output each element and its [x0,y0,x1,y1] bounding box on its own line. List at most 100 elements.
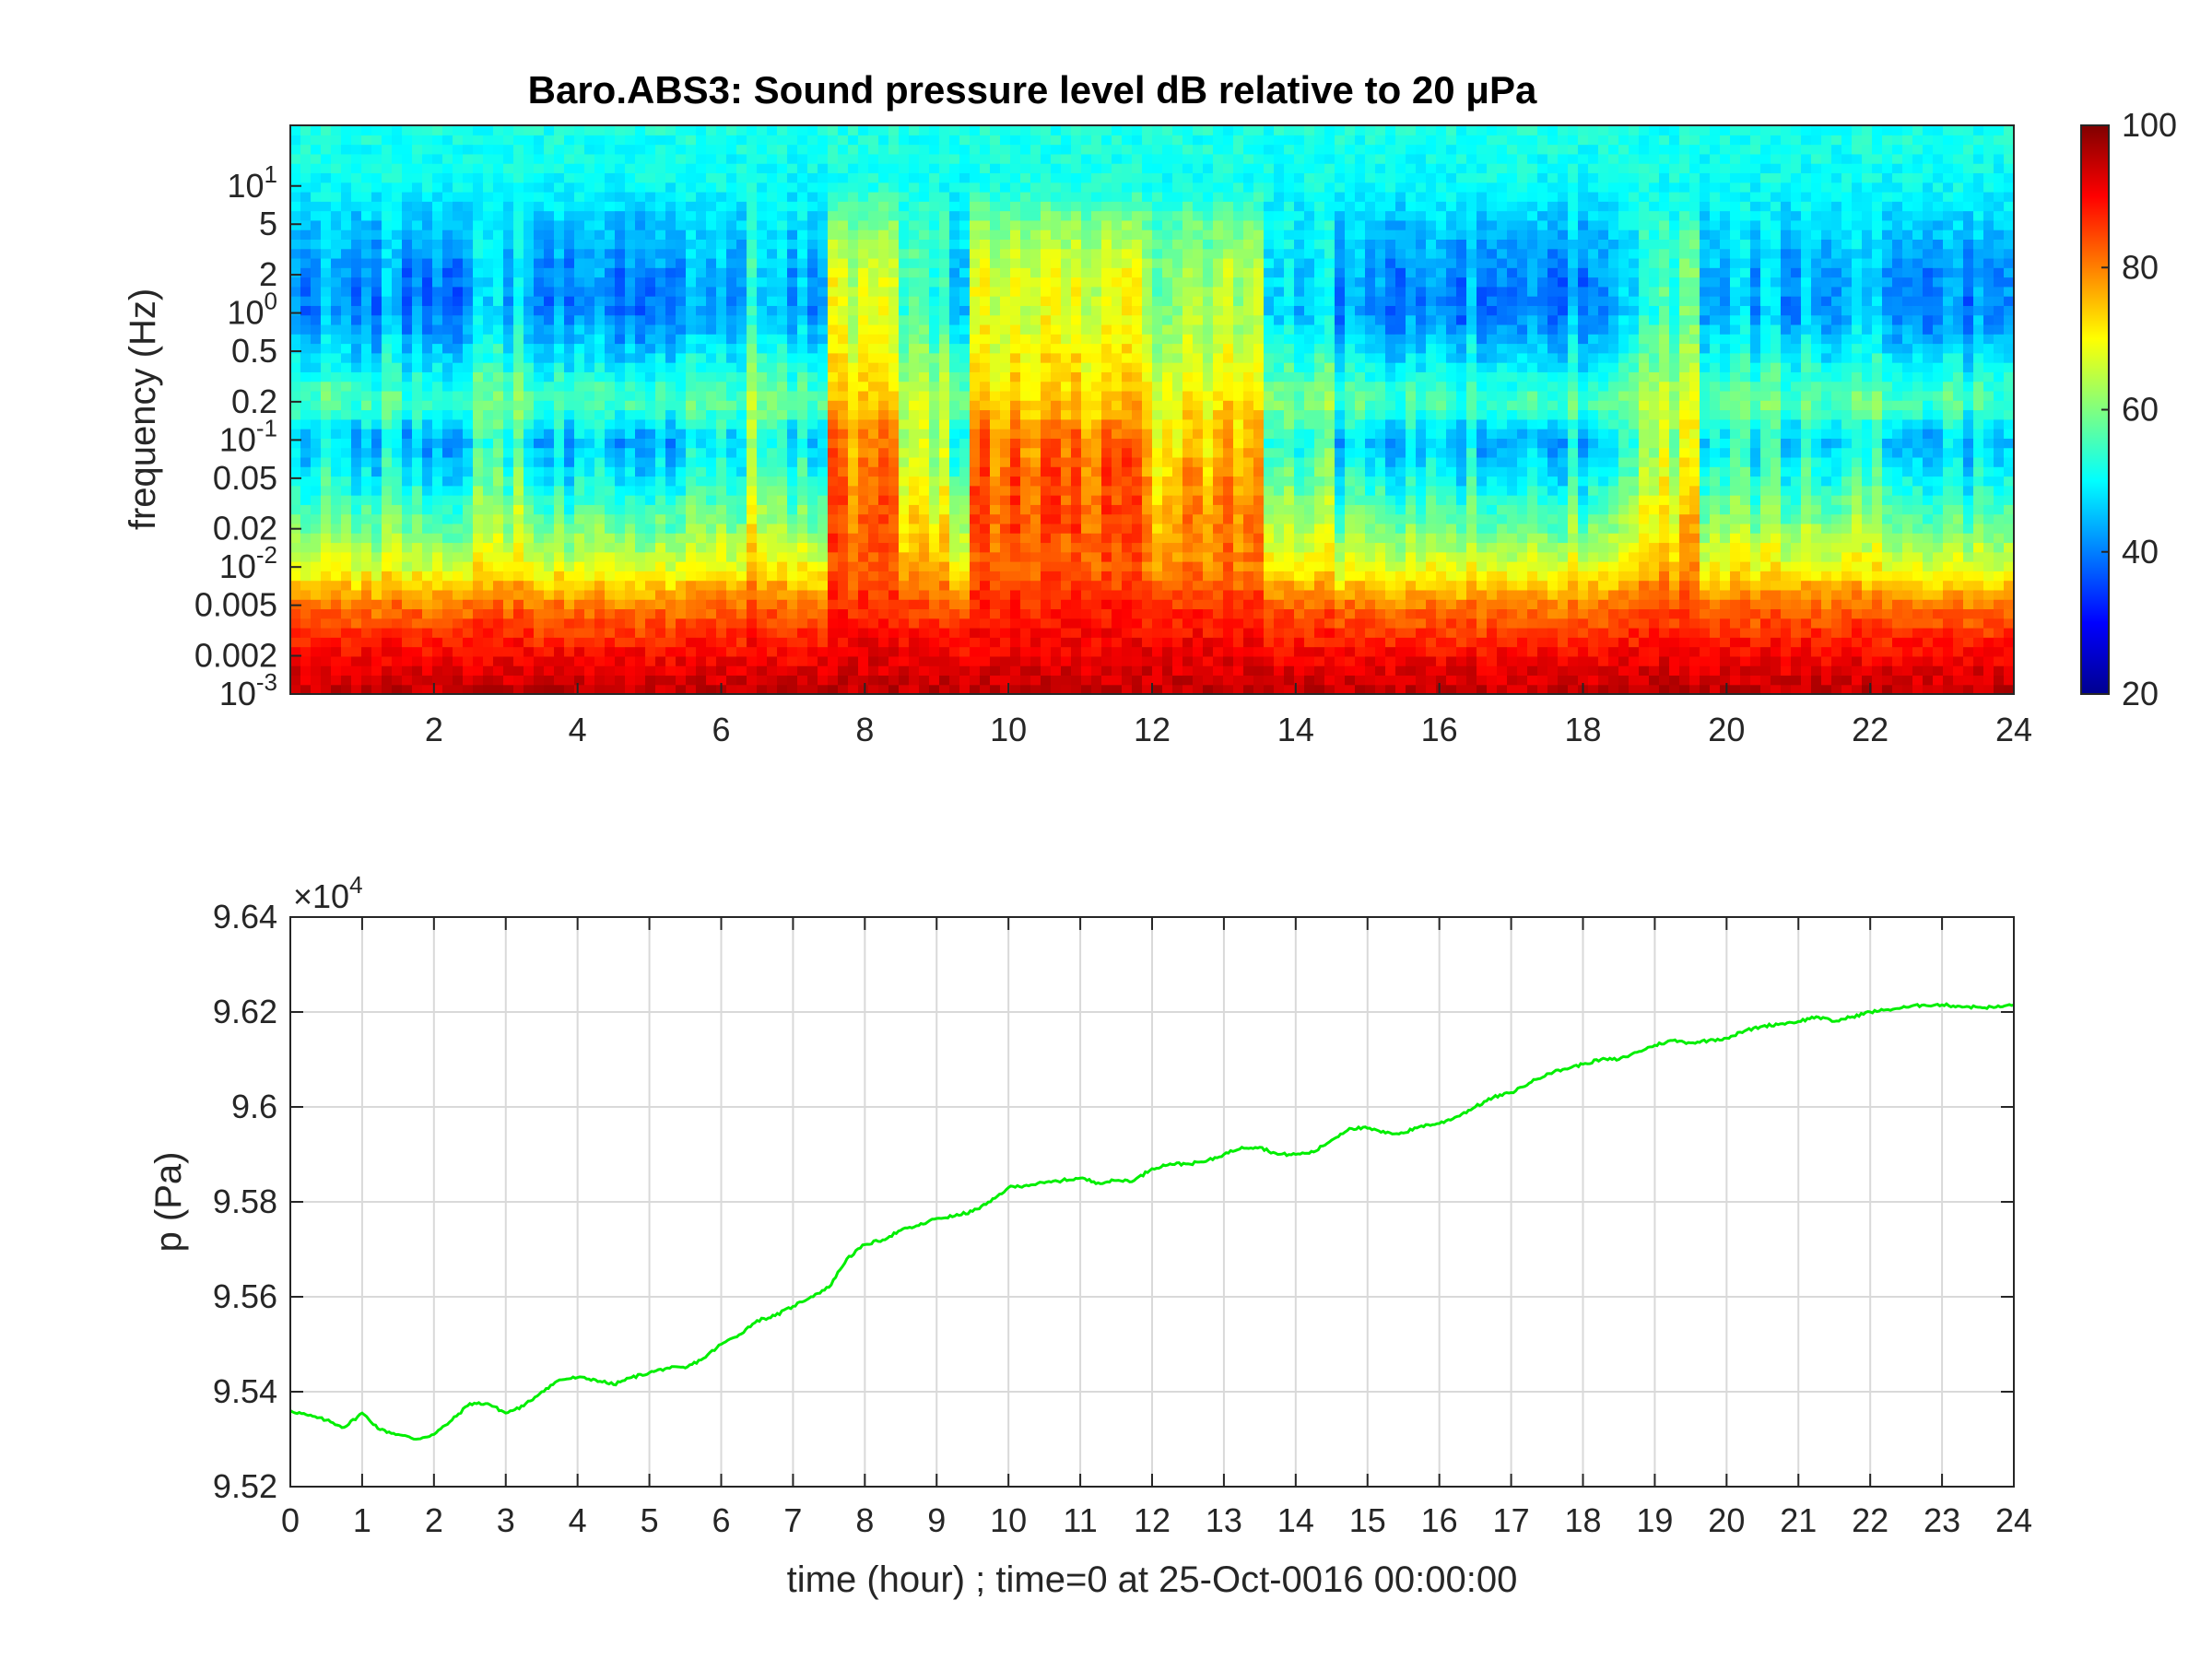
heatmap-cell [929,485,940,496]
heatmap-cell [655,400,666,411]
heatmap-cell [564,135,575,146]
heatmap-cell [726,257,737,268]
heatmap-cell [990,513,1001,524]
heatmap-cell [818,599,829,610]
heatmap-cell [1122,618,1133,629]
heatmap-cell [1071,352,1082,363]
heatmap-cell [1061,381,1072,392]
heatmap-cell [736,646,747,657]
heatmap-cell [706,305,717,316]
heatmap-cell [676,675,687,686]
heatmap-cell [706,533,717,544]
heatmap-cell [980,675,991,686]
heatmap-cell [676,523,687,534]
heatmap-cell [483,476,494,487]
heatmap-cell [331,362,342,372]
heatmap-cell [371,466,382,477]
heatmap-cell [453,589,464,600]
heatmap-cell [970,438,981,449]
heatmap-cell [1051,571,1062,582]
heatmap-cell [767,599,778,610]
heatmap-cell [929,571,940,582]
heatmap-cell [1051,608,1062,619]
heatmap-cell [493,219,504,230]
heatmap-cell [513,628,524,638]
heatmap-cell [1122,135,1133,146]
heatmap-cell [665,485,677,496]
heatmap-cell [726,125,737,135]
heatmap-cell [716,191,727,202]
heatmap-cell [838,476,849,487]
heatmap-cell [402,229,413,240]
heatmap-cell [453,599,464,610]
heatmap-cell [524,665,535,677]
heatmap-cell [797,229,808,240]
heatmap-cell [1081,286,1092,297]
heatmap-cell [686,324,697,335]
heatmap-cell [919,144,930,155]
heatmap-cell [331,267,342,278]
heatmap-cell [493,438,504,449]
heatmap-cell [635,418,646,429]
heatmap-cell [615,476,626,487]
heatmap-cell [392,580,403,591]
heatmap-cell [899,201,910,212]
heatmap-cell [544,637,555,648]
heatmap-cell [645,343,656,354]
heatmap-cell [290,352,301,363]
heatmap-cell [493,144,504,155]
heatmap-cell [787,608,798,619]
heatmap-cell [909,589,920,600]
heatmap-cell [422,665,433,677]
heatmap-cell [1091,599,1102,610]
heatmap-cell [970,257,981,268]
heatmap-cell [1041,655,1052,666]
heatmap-cell [757,125,768,135]
heatmap-cell [615,172,626,183]
heatmap-cell [1020,628,1031,638]
heatmap-cell [970,655,981,666]
heatmap-cell [574,334,585,345]
heatmap-cell [919,248,930,259]
heatmap-cell [970,495,981,505]
heatmap-cell [412,608,423,619]
heatmap-cell [361,229,372,240]
heatmap-cell [584,229,595,240]
heatmap-cell [493,324,504,335]
heatmap-cell [838,144,849,155]
heatmap-cell [473,182,484,193]
heatmap-cell [970,523,981,534]
heatmap-cell [655,456,666,467]
heatmap-cell [1101,210,1112,221]
heatmap-cell [625,210,636,221]
heatmap-cell [838,513,849,524]
heatmap-cell [888,533,900,544]
heatmap-cell [544,296,555,306]
heatmap-cell [807,191,818,202]
heatmap-cell [625,608,636,619]
heatmap-cell [493,447,504,458]
heatmap-cell [1091,135,1102,146]
heatmap-cell [503,599,514,610]
heatmap-cell [1051,618,1062,629]
heatmap-cell [706,163,717,174]
heatmap-cell [1051,163,1062,174]
heatmap-cell [453,637,464,648]
heatmap-cell [635,655,646,666]
heatmap-cell [371,447,382,458]
heatmap-cell [625,296,636,306]
heatmap-cell [1122,248,1133,259]
heatmap-cell [747,296,758,306]
heatmap-cell [736,371,747,382]
heatmap-cell [1071,305,1082,316]
heatmap-cell [838,466,849,477]
heatmap-cell [483,229,494,240]
heatmap-cell [1020,125,1031,135]
heatmap-cell [736,210,747,221]
heatmap-cell [736,343,747,354]
heatmap-cell [584,135,595,146]
heatmap-cell [899,504,910,515]
heatmap-cell [351,248,362,259]
heatmap-cell [1071,144,1082,155]
heatmap-cell [1061,163,1072,174]
